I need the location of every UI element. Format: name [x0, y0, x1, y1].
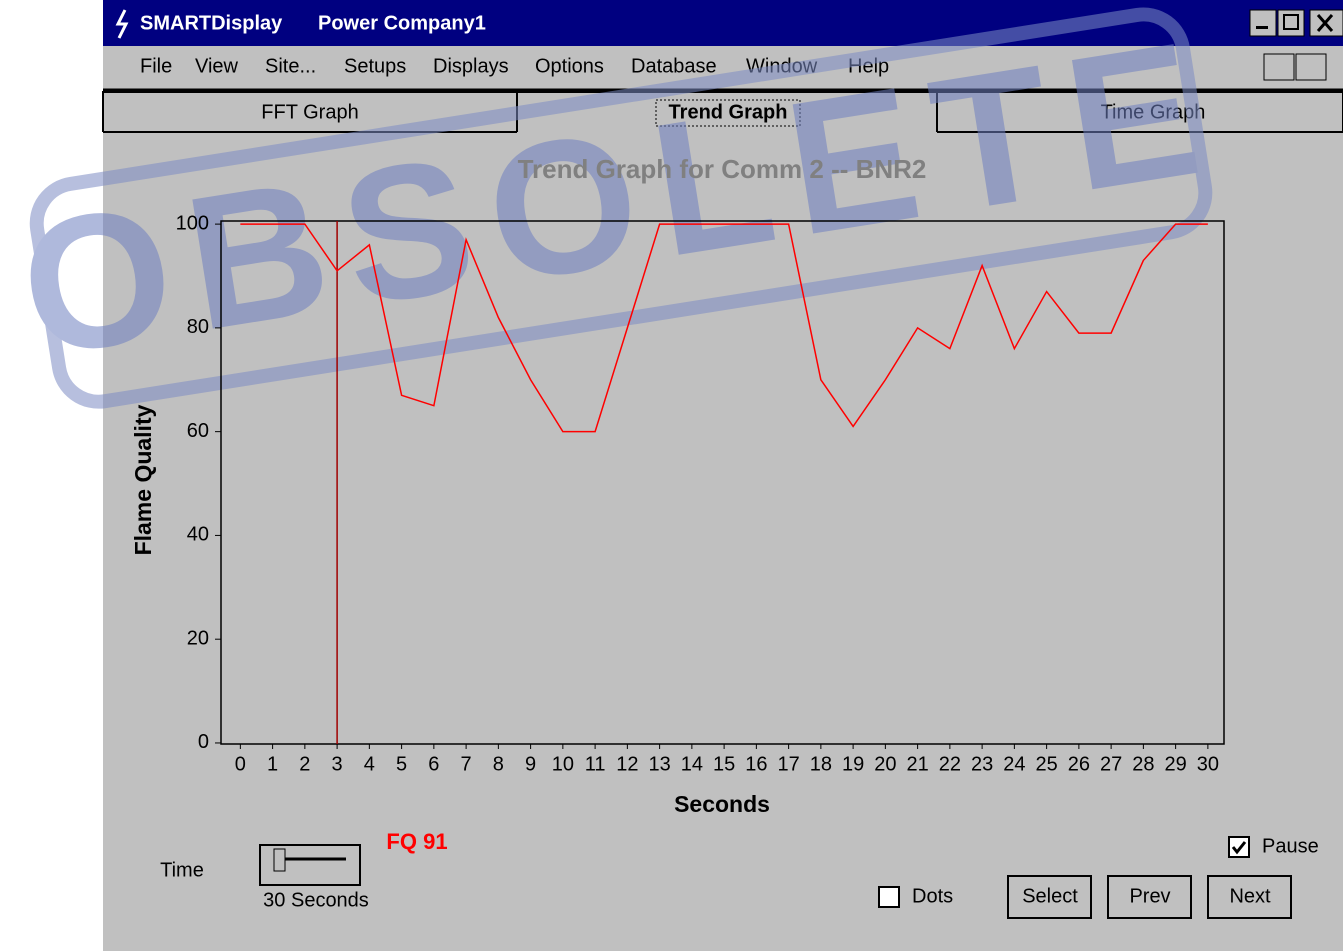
x-tick-label: 19	[842, 753, 864, 775]
window	[103, 0, 1343, 951]
cursor-label: FQ 91	[386, 829, 447, 854]
x-tick-label: 14	[681, 753, 703, 775]
x-tick-label: 11	[585, 753, 606, 775]
trend-line	[240, 223, 1208, 433]
minimize-button[interactable]	[1249, 9, 1277, 37]
y-tick-label: 20	[187, 627, 209, 649]
x-tick-label: 23	[971, 753, 993, 775]
tab[interactable]	[936, 91, 1343, 132]
x-tick-label: 18	[810, 753, 832, 775]
app-icon	[115, 9, 129, 39]
x-tick-label: 6	[428, 753, 439, 775]
x-tick-label: 12	[616, 753, 638, 775]
window-buttons	[1249, 9, 1343, 81]
chart-title: Trend Graph for Comm 2 -- BNR2	[518, 154, 927, 184]
y-tick-label: 0	[198, 731, 209, 753]
x-tick-label: 2	[299, 753, 310, 775]
x-tick-label: 21	[906, 753, 928, 775]
button-label[interactable]: Select	[1022, 885, 1078, 907]
minimize-glyph	[1256, 26, 1268, 29]
button[interactable]	[1207, 875, 1292, 919]
child-restore[interactable]	[1295, 53, 1327, 81]
pause-checkbox[interactable]	[1228, 836, 1250, 858]
focus-rect	[655, 99, 801, 127]
time-label: Time	[160, 859, 204, 881]
x-tick-label: 28	[1132, 753, 1154, 775]
menu-item[interactable]: View	[195, 55, 239, 77]
menu-item[interactable]: File	[140, 55, 172, 77]
dots-label: Dots	[912, 885, 953, 907]
close-glyph	[1316, 14, 1334, 32]
slider-thumb[interactable]	[273, 848, 286, 872]
button[interactable]	[1007, 875, 1092, 919]
x-axis-label: Seconds	[674, 791, 770, 817]
x-tick-label: 24	[1003, 753, 1025, 775]
x-tick-label: 26	[1068, 753, 1090, 775]
menu-item[interactable]: Setups	[344, 55, 406, 77]
x-tick-label: 3	[332, 753, 343, 775]
dots-checkbox[interactable]	[878, 886, 900, 908]
x-tick-label: 22	[939, 753, 961, 775]
menu-item[interactable]: Options	[535, 55, 604, 77]
check-mark	[1231, 841, 1247, 855]
y-tick-label: 40	[187, 524, 209, 546]
title-bar	[103, 0, 1343, 46]
x-tick-label: 4	[364, 753, 375, 775]
x-tick-label: 16	[745, 753, 767, 775]
tab-label[interactable]: FFT Graph	[261, 101, 358, 123]
button[interactable]	[1107, 875, 1192, 919]
y-tick-label: 60	[187, 420, 209, 442]
x-tick-label: 10	[552, 753, 574, 775]
x-tick-label: 13	[648, 753, 670, 775]
tab-label[interactable]: Trend Graph	[669, 101, 788, 123]
y-tick-label: 80	[187, 316, 209, 338]
controls: Time 30 Seconds Pause Dots Select Prev Next	[160, 835, 1319, 919]
app-name: SMARTDisplay	[140, 12, 283, 34]
x-tick-label: 15	[713, 753, 735, 775]
child-minimize[interactable]	[1263, 53, 1295, 81]
x-tick-label: 20	[874, 753, 896, 775]
pause-label: Pause	[1262, 835, 1319, 857]
x-tick-label: 29	[1164, 753, 1186, 775]
x-tick-label: 9	[525, 753, 536, 775]
maximize-button[interactable]	[1277, 9, 1305, 37]
x-tick-label: 1	[267, 753, 278, 775]
chart: Trend Graph for Comm 2 -- BNR20204060801…	[130, 154, 1225, 854]
x-tick-label: 27	[1100, 753, 1122, 775]
x-tick-label: 7	[461, 753, 472, 775]
menu-item[interactable]: Database	[631, 55, 717, 77]
document-name: Power Company1	[318, 12, 486, 34]
menu-item[interactable]: Site...	[265, 55, 316, 77]
y-axis-label: Flame Quality	[130, 404, 156, 555]
x-tick-label: 5	[396, 753, 407, 775]
button-label[interactable]: Prev	[1129, 885, 1170, 907]
tab-label[interactable]: Time Graph	[1101, 101, 1206, 123]
watermark-frame	[29, 7, 1213, 409]
maximize-glyph	[1283, 14, 1299, 30]
plot-area	[220, 220, 1225, 745]
x-tick-label: 0	[235, 753, 246, 775]
time-value: 30 Seconds	[263, 889, 369, 911]
x-tick-label: 17	[777, 753, 799, 775]
x-tick-label: 25	[1035, 753, 1057, 775]
y-tick-label: 100	[176, 212, 209, 234]
button-label[interactable]: Next	[1229, 885, 1271, 907]
menu-item[interactable]: Displays	[433, 55, 509, 77]
x-tick-label: 30	[1197, 753, 1219, 775]
x-tick-label: 8	[493, 753, 504, 775]
